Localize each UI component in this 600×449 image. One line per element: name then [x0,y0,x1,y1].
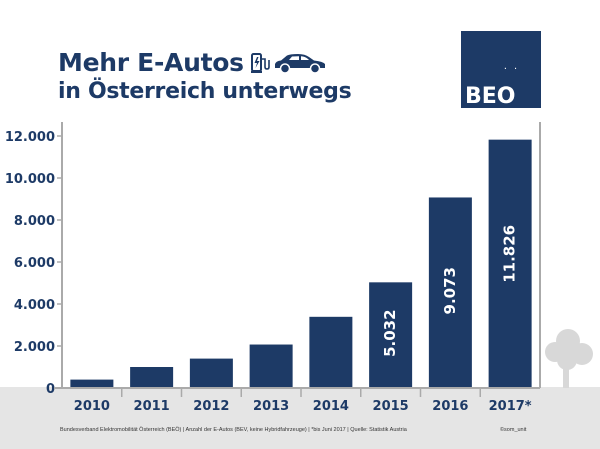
x-axis: 2010 2011 2012 2013 2014 2015 2016 2017* [54,387,540,414]
title-icons [250,51,328,75]
bar-data-label: 9.073 [441,267,459,314]
title-line-2: in Österreich unterwegs [58,79,352,104]
chart-title: Mehr E-Autos in Österreich unterwegs [58,48,352,104]
ground-band [0,387,600,449]
y-tick-label: 6.000 [14,256,55,271]
x-tick-label: 2016 [432,399,468,414]
x-tick-label: 2013 [253,399,289,414]
bar-data-label: 11.826 [501,225,519,283]
footer-source: Bundesverband Elektromobilität Österreic… [60,427,407,433]
bar-2015 [369,282,413,388]
bar-2017 [488,139,532,388]
bar-2014 [309,316,353,388]
charging-station-icon [250,52,270,73]
x-tick-label: 2014 [313,399,349,414]
x-tick-label: 2015 [373,399,409,414]
footer-credit: ©som_unit [500,427,527,433]
logo-dots: . . [503,60,519,72]
y-tick-label: 0 [46,382,55,397]
bars: 5.032 9.073 11.826 [70,139,532,388]
y-tick-label: 10.000 [5,172,55,187]
y-tick-label: 12.000 [5,130,55,145]
y-tick-label: 8.000 [14,214,55,229]
tree-icon [545,329,593,388]
x-tick-label: 2017* [489,399,532,414]
x-tick-label: 2011 [134,399,170,414]
y-tick-label: 2.000 [14,340,55,355]
title-line-1: Mehr E-Autos [58,48,351,77]
x-tick-label: 2012 [193,399,229,414]
logo-text: BEO [465,84,516,109]
bar-2012 [189,358,233,388]
x-tick-label: 2010 [74,399,110,414]
y-tick-label: 4.000 [14,298,55,313]
bar-2011 [130,367,174,388]
bar-2016 [428,197,472,388]
bar-data-label: 5.032 [381,309,399,356]
y-axis: 0 2.000 4.000 6.000 8.000 10.000 12.000 [5,122,541,397]
beo-logo: . . BEO [461,31,541,108]
bar-2010 [70,379,114,388]
title-line-1-text: Mehr E-Autos [58,48,244,77]
car-icon [274,53,325,74]
bar-2013 [249,344,293,388]
